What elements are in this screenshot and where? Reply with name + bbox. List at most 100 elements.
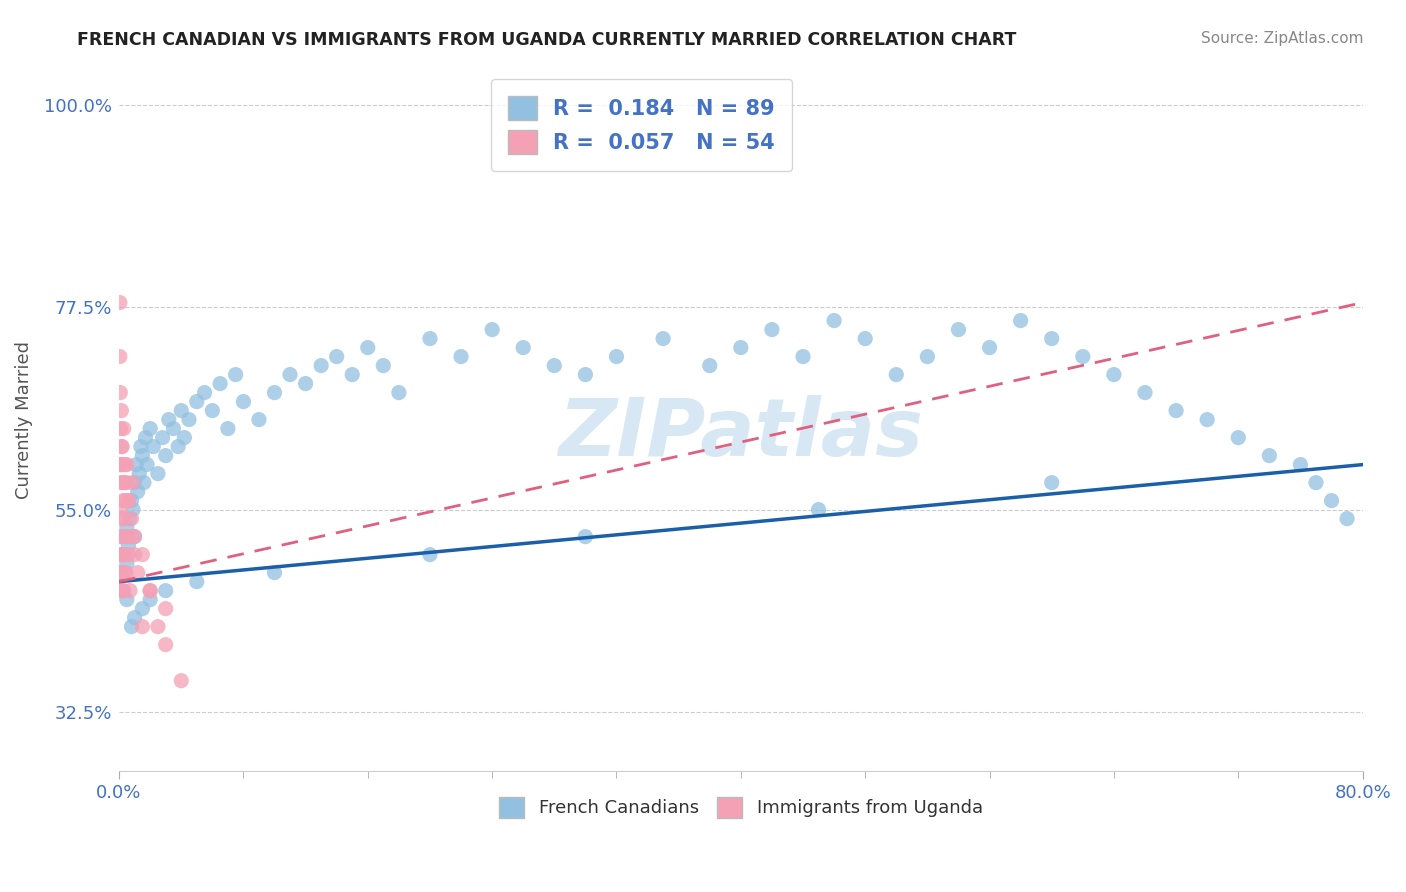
Point: [155, 583, 177, 598]
Point: [201, 403, 224, 417]
Point: [1258, 449, 1281, 463]
Point: [111, 583, 134, 598]
Point: [152, 431, 174, 445]
Point: [110, 475, 132, 490]
Point: [157, 412, 180, 426]
Point: [111, 458, 134, 472]
Point: [1102, 368, 1125, 382]
Point: [127, 484, 149, 499]
Point: [129, 440, 152, 454]
Point: [155, 601, 177, 615]
Point: [108, 502, 131, 516]
Point: [128, 467, 150, 481]
Point: [139, 422, 162, 436]
Point: [481, 322, 503, 336]
Text: FRENCH CANADIAN VS IMMIGRANTS FROM UGANDA CURRENTLY MARRIED CORRELATION CHART: FRENCH CANADIAN VS IMMIGRANTS FROM UGAND…: [77, 31, 1017, 49]
Point: [512, 341, 534, 355]
Point: [1040, 475, 1063, 490]
Point: [117, 548, 139, 562]
Point: [357, 341, 380, 355]
Point: [193, 385, 215, 400]
Point: [110, 422, 132, 436]
Point: [111, 493, 134, 508]
Point: [1010, 313, 1032, 327]
Point: [342, 368, 364, 382]
Point: [419, 332, 441, 346]
Point: [114, 493, 136, 508]
Point: [108, 548, 131, 562]
Point: [131, 601, 153, 615]
Point: [125, 458, 148, 472]
Point: [142, 440, 165, 454]
Point: [574, 368, 596, 382]
Text: Source: ZipAtlas.com: Source: ZipAtlas.com: [1201, 31, 1364, 46]
Point: [114, 530, 136, 544]
Point: [112, 583, 135, 598]
Point: [1320, 493, 1343, 508]
Point: [225, 368, 247, 382]
Point: [117, 493, 139, 508]
Point: [114, 548, 136, 562]
Point: [110, 440, 132, 454]
Point: [117, 493, 139, 508]
Point: [162, 422, 184, 436]
Point: [114, 475, 136, 490]
Point: [110, 511, 132, 525]
Point: [263, 566, 285, 580]
Point: [917, 350, 939, 364]
Point: [699, 359, 721, 373]
Point: [110, 566, 132, 580]
Point: [170, 673, 193, 688]
Point: [155, 449, 177, 463]
Point: [124, 548, 146, 562]
Point: [110, 566, 132, 580]
Point: [124, 610, 146, 624]
Point: [1305, 475, 1327, 490]
Point: [730, 341, 752, 355]
Point: [1164, 403, 1187, 417]
Point: [115, 475, 138, 490]
Legend: French Canadians, Immigrants from Uganda: French Canadians, Immigrants from Uganda: [492, 789, 990, 825]
Point: [167, 440, 190, 454]
Point: [111, 475, 134, 490]
Point: [419, 548, 441, 562]
Point: [325, 350, 347, 364]
Point: [186, 574, 208, 589]
Point: [112, 548, 135, 562]
Point: [117, 539, 139, 553]
Point: [111, 566, 134, 580]
Point: [115, 530, 138, 544]
Point: [823, 313, 845, 327]
Point: [263, 385, 285, 400]
Point: [136, 458, 159, 472]
Point: [115, 458, 138, 472]
Point: [114, 566, 136, 580]
Point: [170, 403, 193, 417]
Point: [1289, 458, 1312, 472]
Point: [450, 350, 472, 364]
Point: [139, 583, 162, 598]
Point: [294, 376, 316, 391]
Point: [853, 332, 876, 346]
Point: [1197, 412, 1219, 426]
Point: [110, 458, 132, 472]
Point: [232, 394, 254, 409]
Point: [121, 530, 143, 544]
Point: [124, 530, 146, 544]
Point: [139, 583, 162, 598]
Point: [108, 350, 131, 364]
Point: [186, 394, 208, 409]
Point: [1071, 350, 1094, 364]
Y-axis label: Currently Married: Currently Married: [15, 341, 32, 499]
Point: [111, 440, 134, 454]
Point: [761, 322, 783, 336]
Point: [605, 350, 627, 364]
Point: [247, 412, 270, 426]
Point: [309, 359, 332, 373]
Point: [118, 583, 141, 598]
Point: [112, 511, 135, 525]
Point: [110, 530, 132, 544]
Point: [278, 368, 301, 382]
Point: [155, 638, 177, 652]
Point: [146, 467, 169, 481]
